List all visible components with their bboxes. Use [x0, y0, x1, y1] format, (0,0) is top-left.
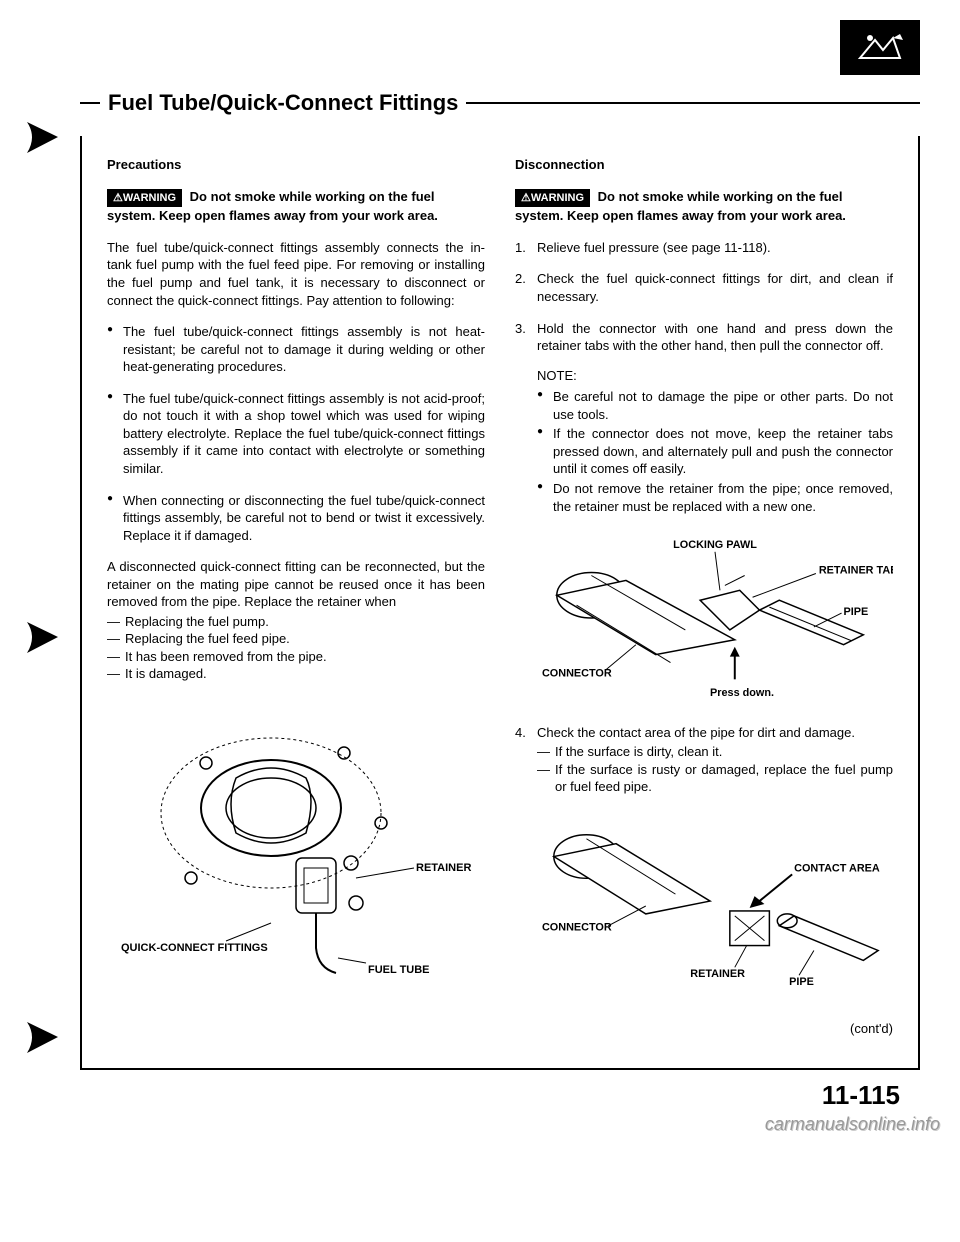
bullet-item: The fuel tube/quick-connect fittings ass… — [107, 323, 485, 376]
dash-item: If the surface is dirty, clean it. — [537, 743, 893, 761]
warning-badge: ⚠WARNING — [515, 189, 590, 208]
bullet-item: The fuel tube/quick-connect fittings ass… — [107, 390, 485, 478]
continued-label: (cont'd) — [515, 1020, 893, 1038]
step-item: Hold the connector with one hand and pre… — [515, 320, 893, 710]
pipe-label: PIPE — [844, 606, 869, 618]
dash-item: It is damaged. — [107, 665, 485, 683]
bullet-item: When connecting or disconnecting the fue… — [107, 492, 485, 545]
step-item: Relieve fuel pressure (see page 11-118). — [515, 239, 893, 257]
note-bullet: Be careful not to damage the pipe or oth… — [537, 388, 893, 423]
left-column: Precautions ⚠WARNING Do not smoke while … — [107, 156, 485, 1038]
step-item: Check the fuel quick-connect fittings fo… — [515, 270, 893, 305]
press-down-label: Press down. — [710, 687, 774, 699]
pipe-label: PIPE — [789, 976, 814, 988]
precaution-bullets: The fuel tube/quick-connect fittings ass… — [107, 323, 485, 544]
right-column: Disconnection ⚠WARNING Do not smoke whil… — [515, 156, 893, 1038]
retainer-label: RETAINER — [690, 968, 745, 980]
fuel-tube-label: FUEL TUBE — [368, 964, 430, 976]
reconnect-paragraph: A disconnected quick-connect fitting can… — [107, 558, 485, 611]
locking-pawl-label: LOCKING PAWL — [673, 539, 757, 551]
section-title-bar: Fuel Tube/Quick-Connect Fittings — [80, 90, 920, 116]
warning-block: ⚠WARNING Do not smoke while working on t… — [107, 188, 485, 225]
note-bullet: Do not remove the retainer from the pipe… — [537, 480, 893, 515]
side-arrow-icon — [25, 120, 60, 155]
dash-item: Replacing the fuel feed pipe. — [107, 630, 485, 648]
quick-connect-figure: RETAINER QUICK-CONNECT FITTINGS FUEL TUB… — [107, 703, 485, 988]
page-number: 11-115 — [80, 1080, 920, 1111]
warning-badge: ⚠WARNING — [107, 189, 182, 208]
side-arrow-icon — [25, 620, 60, 655]
dash-item: It has been removed from the pipe. — [107, 648, 485, 666]
warning-block: ⚠WARNING Do not smoke while working on t… — [515, 188, 893, 225]
retainer-tab-label: RETAINER TAB — [819, 565, 893, 577]
contact-area-label: CONTACT AREA — [794, 862, 880, 874]
contact-area-figure: CONTACT AREA CONNECTOR RETAINER PIPE — [537, 816, 893, 1001]
connector-label: CONNECTOR — [542, 922, 612, 934]
replace-when-list: Replacing the fuel pump. Replacing the f… — [107, 613, 485, 683]
step-item: Check the contact area of the pipe for d… — [515, 724, 893, 1001]
disconnection-steps: Relieve fuel pressure (see page 11-118).… — [515, 239, 893, 1000]
retainer-figure: LOCKING PAWL RETAINER TAB PIPE CONNECTOR… — [537, 535, 893, 710]
note-bullet: If the connector does not move, keep the… — [537, 425, 893, 478]
dash-item: If the surface is rusty or damaged, repl… — [537, 761, 893, 796]
watermark: carmanualsonline.info — [765, 1114, 940, 1135]
retainer-label: RETAINER — [416, 862, 471, 874]
content-box: Precautions ⚠WARNING Do not smoke while … — [80, 136, 920, 1070]
connector-label: CONNECTOR — [542, 667, 612, 679]
side-arrow-icon — [25, 1020, 60, 1055]
note-label: NOTE: — [537, 367, 893, 385]
intro-paragraph: The fuel tube/quick-connect fittings ass… — [107, 239, 485, 309]
dash-item: Replacing the fuel pump. — [107, 613, 485, 631]
section-title: Fuel Tube/Quick-Connect Fittings — [100, 90, 466, 116]
quick-connect-label: QUICK-CONNECT FITTINGS — [121, 942, 268, 954]
manual-section-icon — [840, 20, 920, 75]
disconnection-heading: Disconnection — [515, 156, 893, 174]
precautions-heading: Precautions — [107, 156, 485, 174]
